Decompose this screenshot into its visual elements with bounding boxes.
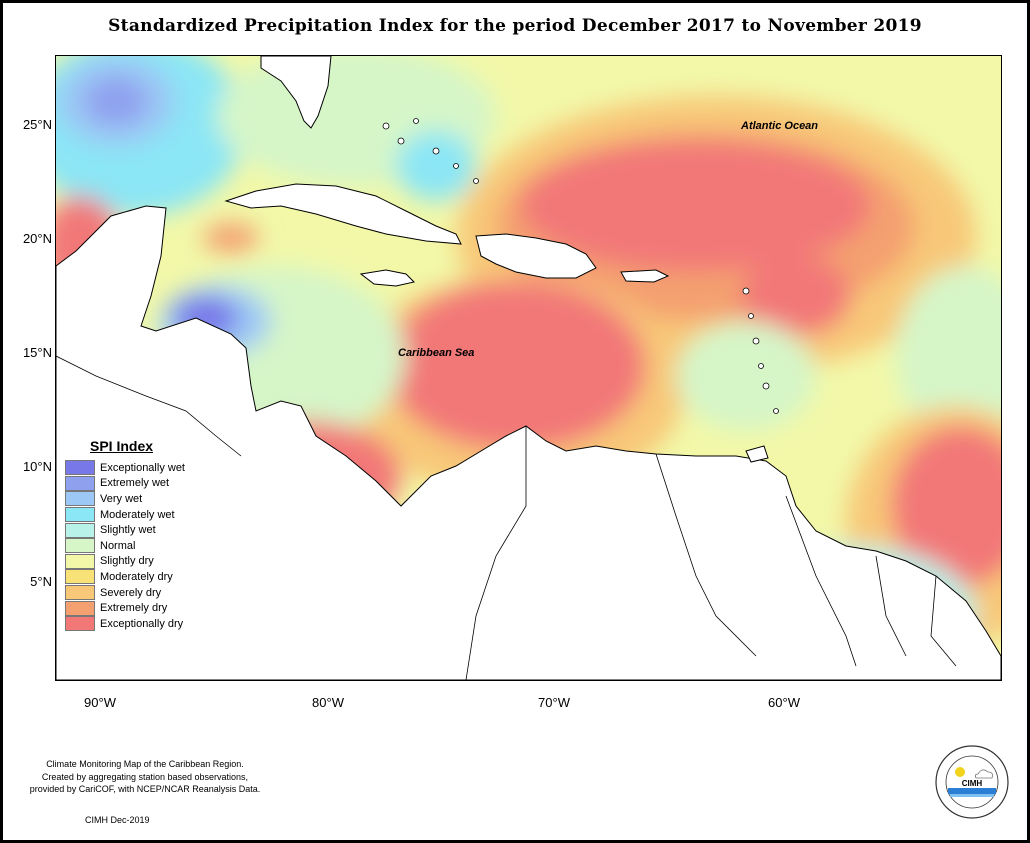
legend-label: Exceptionally wet xyxy=(100,461,185,474)
legend-label: Moderately dry xyxy=(100,570,173,583)
legend-title: SPI Index xyxy=(90,438,154,454)
small-islands xyxy=(382,118,779,414)
legend-label: Extremely wet xyxy=(100,477,170,490)
country-borders xyxy=(56,355,957,680)
legend-swatch xyxy=(65,600,95,616)
bahamas-island xyxy=(397,137,405,145)
legend-swatch xyxy=(65,585,95,601)
legend-item: Very wet xyxy=(65,491,205,507)
legend-item: Slightly wet xyxy=(65,522,205,538)
bahamas-island xyxy=(453,163,459,169)
legend-swatch xyxy=(65,522,95,538)
cloud-icon xyxy=(974,769,993,779)
lesser-antilles-island xyxy=(742,287,750,295)
legend-item: Moderately wet xyxy=(65,507,205,523)
sun-icon xyxy=(955,767,965,777)
lesser-antilles-island xyxy=(748,313,754,319)
caribbean-sea-label: Caribbean Sea xyxy=(398,347,475,359)
lat-tick-20n: 20°N xyxy=(22,231,52,246)
mainland-land xyxy=(56,205,1001,680)
legend-label: Extremely dry xyxy=(100,602,168,615)
legend-swatch xyxy=(65,616,95,632)
spi-map-svg xyxy=(56,56,1001,680)
legend-swatch xyxy=(65,460,95,476)
map-area: Atlantic Ocean Caribbean Sea xyxy=(55,55,1002,681)
bahamas-island xyxy=(473,178,479,184)
map-title: Standardized Precipitation Index for the… xyxy=(108,16,922,36)
spi-se-exceptional-dry-zone xyxy=(891,426,1001,586)
footer-line-2: Created by aggregating station based obs… xyxy=(41,771,249,782)
legend-item: Extremely wet xyxy=(65,475,205,492)
suriname-border xyxy=(875,555,907,657)
legend-item: Extremely dry xyxy=(65,600,205,616)
legend-item: Exceptionally dry xyxy=(65,616,205,632)
legend-item: Severely dry xyxy=(65,585,205,601)
bahamas-island xyxy=(413,118,419,124)
spi-east-normal-zone xyxy=(896,266,1001,446)
legend-label: Exceptionally dry xyxy=(100,617,184,630)
spi-yucatan-dry-patch xyxy=(203,223,259,253)
central-america-border xyxy=(56,355,242,457)
legend-rows: Exceptionally wet Extremely wet Very wet Mo… xyxy=(65,460,205,632)
legend-label: Slightly dry xyxy=(100,555,154,568)
legend-label: Normal xyxy=(100,539,136,552)
cimh-logo: CIMH xyxy=(935,745,1009,819)
trinidad-land xyxy=(745,445,769,463)
venezuela-brazil-border xyxy=(655,453,757,657)
spi-caribbean-exceptional-dry-zone xyxy=(386,281,646,451)
footer-line-3: provided by CariCOF, with NCEP/NCAR Rean… xyxy=(29,784,261,794)
legend-swatch xyxy=(65,491,95,507)
legend-item: Normal xyxy=(65,538,205,554)
colombia-venezuela-border xyxy=(465,426,527,680)
legend-swatch xyxy=(65,569,95,585)
legend-label: Very wet xyxy=(100,492,143,505)
spi-atlantic-exceptional-dry-zone xyxy=(521,141,871,271)
lon-tick-90w: 90°W xyxy=(84,695,116,710)
lesser-antilles-island xyxy=(752,337,760,345)
bahamas-island xyxy=(432,147,440,155)
spi-nw-extreme-wet-zone xyxy=(84,76,148,126)
jamaica-land xyxy=(359,269,415,287)
lon-tick-70w: 70°W xyxy=(538,695,570,710)
hispaniola-land xyxy=(475,233,597,279)
legend-swatch xyxy=(65,553,95,569)
spi-east-caribbean-normal-zone xyxy=(676,321,816,431)
cuba-land xyxy=(224,183,462,245)
lat-tick-10n: 10°N xyxy=(22,459,52,474)
legend-swatch xyxy=(65,507,95,523)
florida-land xyxy=(260,56,332,129)
spi-atlantic-exceptional-dry-zone-2 xyxy=(741,256,851,336)
lat-tick-25n: 25°N xyxy=(22,117,52,132)
lat-tick-5n: 5°N xyxy=(30,574,52,589)
lesser-antilles-island xyxy=(773,408,779,414)
footer-line-1: Climate Monitoring Map of the Caribbean … xyxy=(46,759,244,769)
legend-swatch xyxy=(65,538,95,554)
puerto-rico-land xyxy=(620,269,670,283)
atlantic-ocean-label: Atlantic Ocean xyxy=(741,120,819,132)
bahamas-island xyxy=(382,122,390,130)
legend-item: Exceptionally wet xyxy=(65,460,205,476)
spi-bahamas-wet-zone xyxy=(396,131,476,201)
footer-notes: Climate Monitoring Map of the Caribbean … xyxy=(20,758,270,796)
water-wave-icon xyxy=(948,788,996,794)
legend-label: Moderately wet xyxy=(100,508,175,521)
guyana-border xyxy=(785,495,857,667)
lesser-antilles-island xyxy=(762,382,770,390)
legend-swatch xyxy=(65,475,95,491)
footer-date: CIMH Dec-2019 xyxy=(85,815,150,825)
legend-item: Slightly dry xyxy=(65,553,205,570)
lesser-antilles-island xyxy=(758,363,764,369)
logo-text: CIMH xyxy=(962,779,983,788)
land-masses xyxy=(56,56,1001,680)
lat-tick-15n: 15°N xyxy=(22,345,52,360)
legend-item: Moderately dry xyxy=(65,569,205,585)
lon-tick-60w: 60°W xyxy=(768,695,800,710)
legend-label: Severely dry xyxy=(100,586,162,599)
spi-legend: SPI Index Exceptionally wet Extremely wet… xyxy=(65,438,205,632)
water-wave-icon xyxy=(950,794,994,797)
french-guiana-border xyxy=(930,575,957,667)
lon-tick-80w: 80°W xyxy=(312,695,344,710)
legend-label: Slightly wet xyxy=(100,524,156,537)
